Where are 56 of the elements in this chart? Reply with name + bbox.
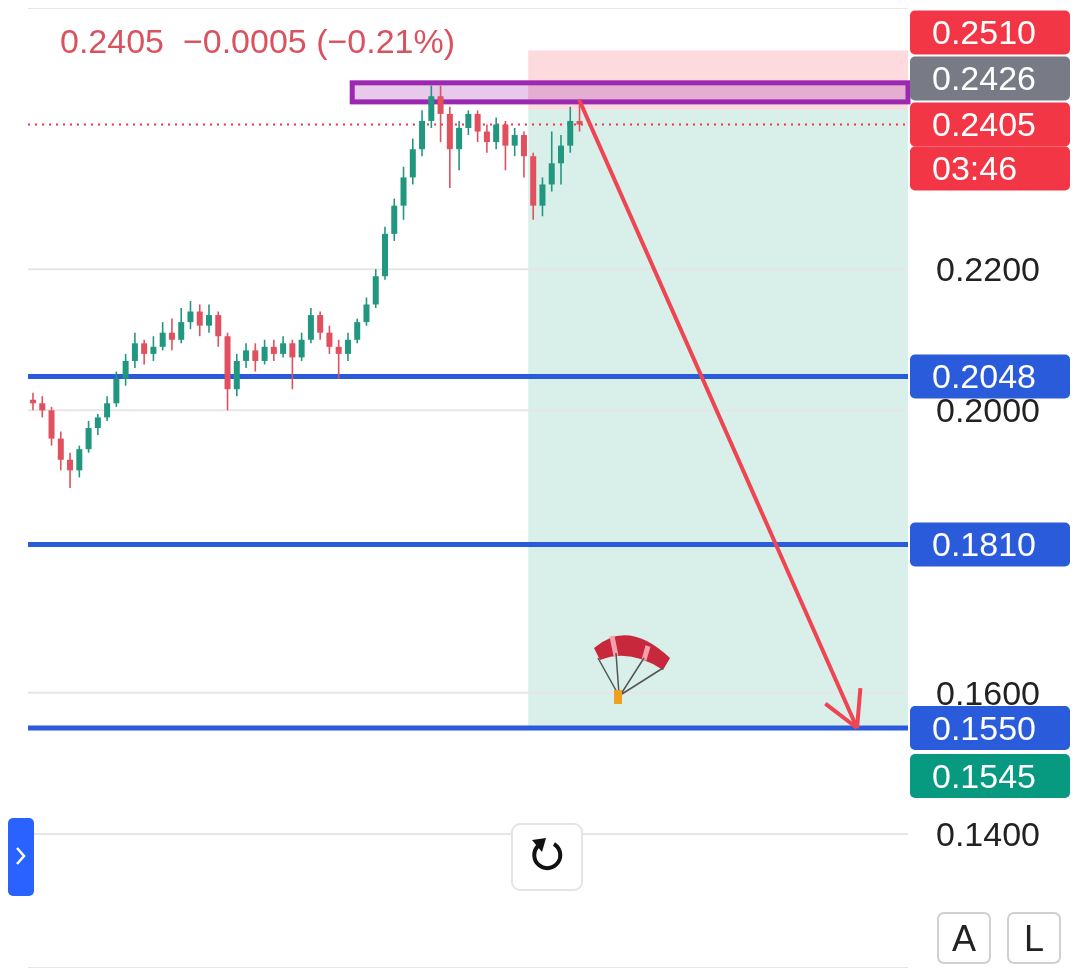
candlestick (104, 395, 111, 422)
text: 03:46 (932, 149, 1018, 188)
candlestick (511, 127, 518, 158)
candlestick (317, 310, 324, 341)
candlestick (493, 116, 500, 150)
y-tick-label: 0.1600 (936, 673, 1040, 712)
y-tick-label: 0.1400 (936, 814, 1040, 853)
candlestick (363, 296, 370, 327)
candlestick (122, 353, 129, 387)
candlestick (270, 338, 277, 362)
candlestick (289, 338, 296, 390)
candlestick (57, 430, 64, 472)
candlestick (298, 331, 305, 362)
chart-title: 0.2405 −0.0005 (−0.21%) (60, 22, 456, 61)
ref-line-label: 0.2405 (932, 105, 1036, 144)
candlestick (131, 331, 138, 369)
candlestick (187, 300, 194, 330)
candlestick (168, 317, 175, 352)
candlestick (39, 395, 46, 419)
candlestick (326, 324, 333, 355)
ref-line-label: 0.1810 (932, 525, 1036, 564)
candlestick (76, 444, 83, 479)
candlestick (483, 123, 490, 154)
candlestick (344, 331, 351, 362)
candlestick (243, 342, 250, 369)
candlestick (558, 134, 564, 186)
candlestick (252, 342, 259, 373)
candlestick (280, 335, 287, 359)
candlestick (520, 130, 527, 179)
text: 0.1545 (932, 757, 1036, 795)
candlestick (502, 120, 509, 172)
candlestick (150, 335, 157, 362)
text: L (1023, 918, 1045, 959)
candlestick (437, 84, 444, 143)
candlestick (354, 317, 361, 345)
candlestick (335, 338, 342, 380)
candlestick (456, 120, 463, 172)
candlestick (206, 303, 212, 334)
candlestick (67, 451, 74, 489)
candlestick (141, 338, 148, 366)
text: 0.2426 (932, 59, 1036, 98)
ref-line-label: 0.1550 (932, 709, 1036, 747)
candlestick (159, 321, 166, 352)
candlestick (539, 176, 546, 218)
candlestick (548, 130, 555, 193)
candlestick (196, 303, 203, 338)
text: A (951, 918, 977, 959)
candlestick (215, 310, 222, 348)
text: 0.2510 (932, 13, 1036, 52)
candlestick (178, 307, 185, 345)
candlestick (474, 109, 481, 143)
candlestick (94, 413, 101, 436)
candlestick (261, 338, 268, 366)
candlestick (465, 109, 472, 136)
y-tick-label: 0.2200 (936, 250, 1040, 289)
candlestick (85, 420, 92, 454)
